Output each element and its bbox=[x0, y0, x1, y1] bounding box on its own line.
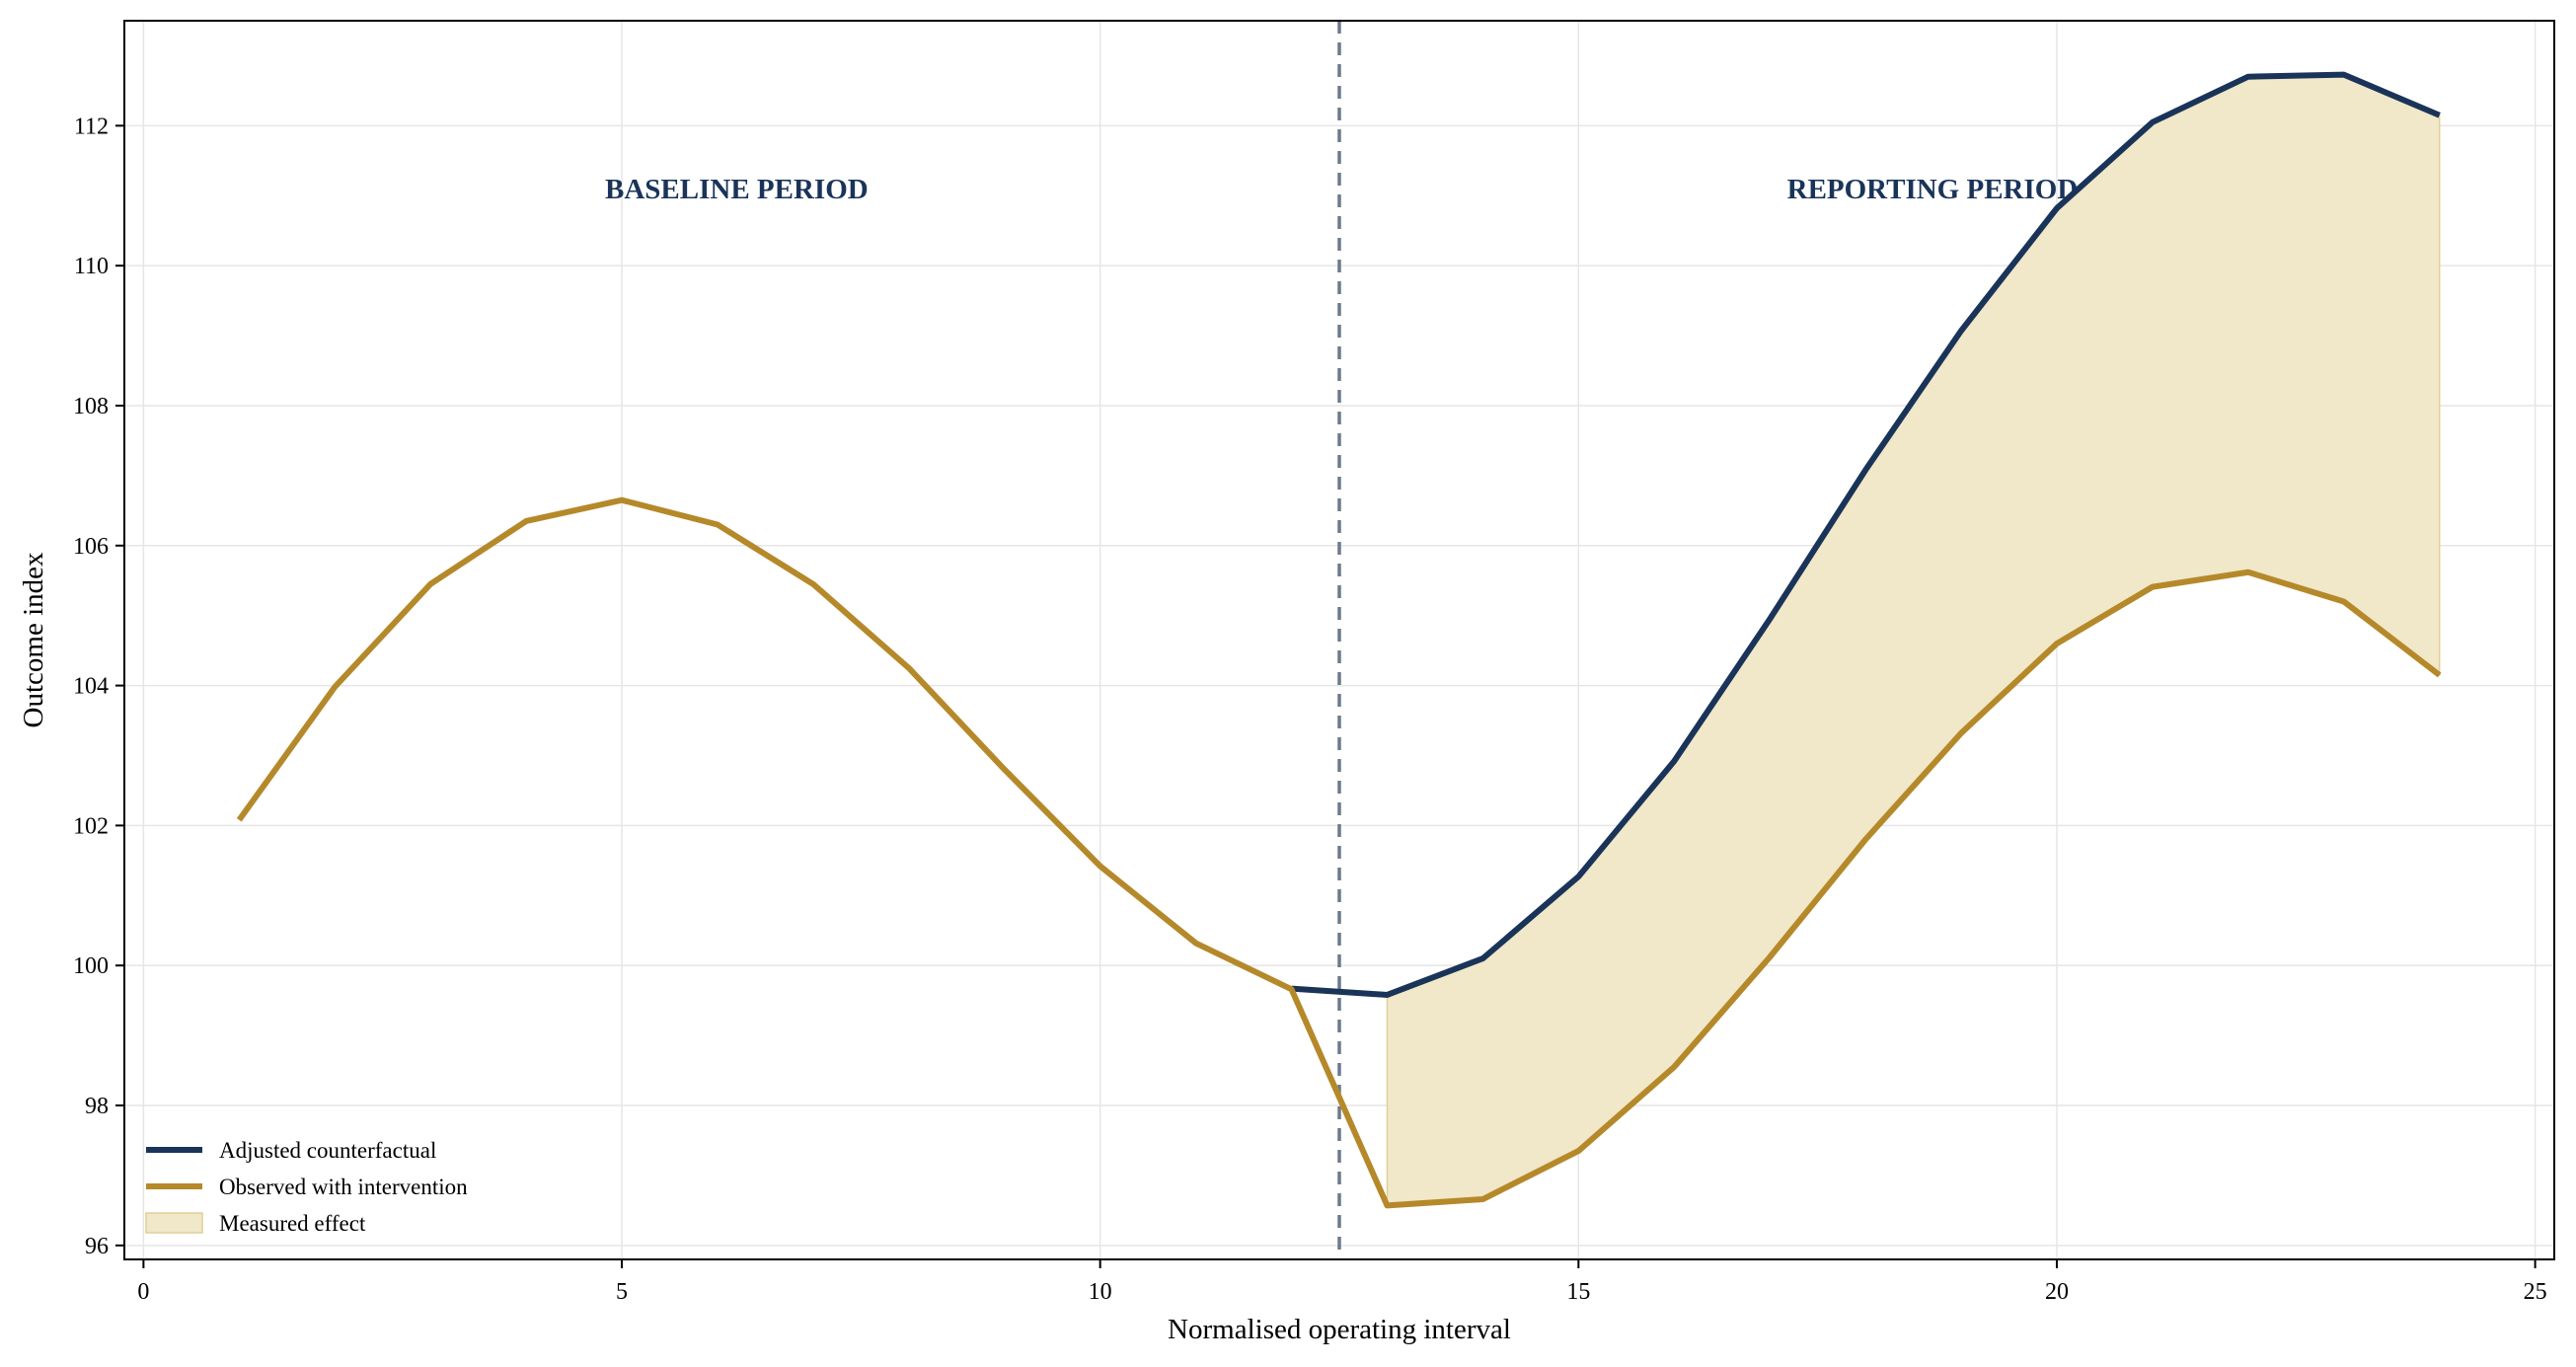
x-tick-label: 25 bbox=[2524, 1279, 2547, 1305]
measured-effect-area bbox=[1386, 73, 2441, 1207]
series-line-observed-with-intervention bbox=[236, 496, 2442, 1209]
annotation-baseline-period: BASELINE PERIOD bbox=[605, 174, 869, 205]
y-tick-label: 104 bbox=[73, 674, 109, 700]
y-tick-label: 108 bbox=[73, 394, 109, 419]
series-layer bbox=[236, 71, 2442, 1209]
period-annotations: BASELINE PERIOD REPORTING PERIOD bbox=[605, 174, 2078, 205]
legend-label-adjusted-counterfactual: Adjusted counterfactual bbox=[219, 1138, 436, 1163]
x-axis-label: Normalised operating interval bbox=[1168, 1314, 1511, 1345]
legend-label-observed-with-intervention: Observed with intervention bbox=[219, 1175, 468, 1199]
legend-label-measured-effect: Measured effect bbox=[219, 1211, 366, 1236]
y-tick-label: 102 bbox=[73, 813, 109, 839]
legend-swatch-measured-effect bbox=[145, 1212, 203, 1234]
y-tick-label: 96 bbox=[85, 1234, 109, 1259]
plot-frame bbox=[123, 20, 2555, 1260]
axis-ticks: 0 5 10 15 20 25 96 98 100 102 104 106 108 110 112 bbox=[73, 114, 2547, 1305]
x-tick-label: 5 bbox=[616, 1279, 628, 1305]
x-tick-label: 0 bbox=[137, 1279, 149, 1305]
series-line-adjusted-counterfactual bbox=[1291, 71, 2441, 998]
y-tick-label: 100 bbox=[73, 953, 109, 979]
x-tick-label: 15 bbox=[1566, 1279, 1590, 1305]
measured-effect-fill-layer bbox=[1386, 73, 2441, 1207]
y-tick-label: 110 bbox=[74, 254, 109, 279]
y-tick-label: 98 bbox=[85, 1094, 109, 1119]
y-tick-label: 106 bbox=[73, 534, 109, 560]
y-tick-label: 112 bbox=[74, 114, 109, 139]
x-tick-label: 10 bbox=[1089, 1279, 1112, 1305]
y-axis-label: Outcome index bbox=[18, 552, 49, 727]
x-tick-label: 20 bbox=[2045, 1279, 2069, 1305]
legend: Adjusted counterfactual Observed with in… bbox=[145, 1138, 468, 1236]
annotation-reporting-period: REPORTING PERIOD bbox=[1787, 174, 2079, 205]
